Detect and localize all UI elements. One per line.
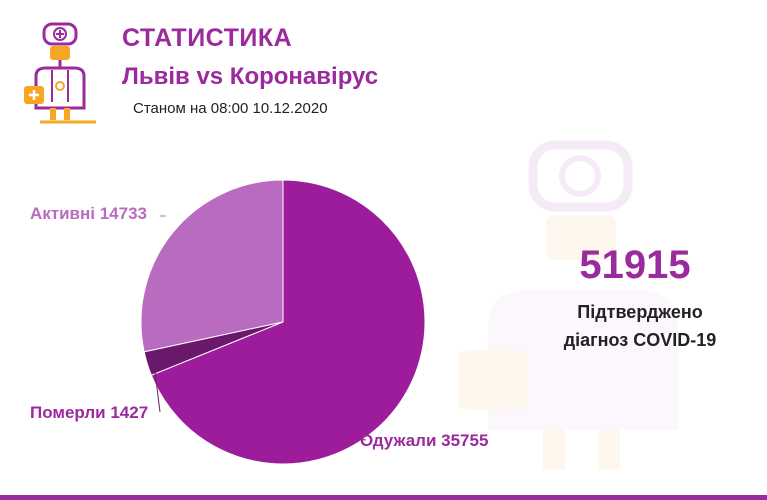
page-title: СТАТИСТИКА — [122, 24, 293, 52]
pie-leader-2 — [152, 355, 161, 413]
pie-slice-3 — [150, 179, 426, 465]
confirmed-label-line1: Підтверджено — [577, 302, 703, 322]
footer-bar — [0, 495, 767, 500]
pie-leader-3 — [329, 434, 367, 441]
confirmed-label: Підтверджено діагноз COVID-19 — [545, 298, 735, 354]
pie-label-1: Активні 14733 — [30, 204, 147, 223]
doctor-icon — [24, 22, 96, 124]
doctor-watermark-icon — [458, 140, 678, 470]
pie-label-3: Одужали 35755 — [360, 431, 488, 450]
page-subtitle: Львів vs Коронавірус — [122, 63, 379, 90]
pie-chart: Активні 14733 Померли 1427 Одужали 35755 — [30, 179, 488, 465]
confirmed-total: 51915 — [579, 243, 691, 287]
confirmed-label-line2: діагноз COVID-19 — [563, 330, 717, 350]
pie-slice-1 — [140, 179, 284, 353]
pie-label-2: Померли 1427 — [30, 403, 148, 422]
as-of-date: Станом на 08:00 10.12.2020 — [133, 100, 328, 117]
